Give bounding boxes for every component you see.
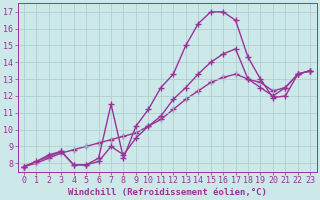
X-axis label: Windchill (Refroidissement éolien,°C): Windchill (Refroidissement éolien,°C) <box>68 188 267 197</box>
